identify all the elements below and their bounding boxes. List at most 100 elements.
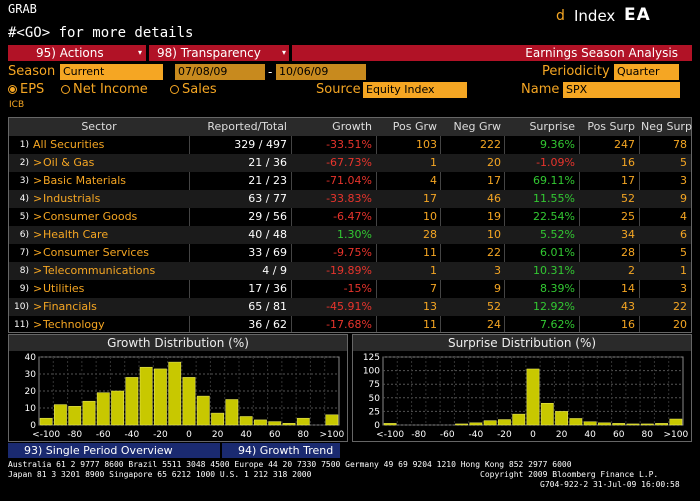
sector-table: Sector Reported/Total Growth Pos Grw Neg… (8, 117, 692, 333)
cell-pos-grw: 1 (430, 156, 437, 169)
cell-neg-surp: 1 (680, 264, 687, 277)
sector-name[interactable]: Industrials (43, 192, 101, 205)
cell-growth: -33.83% (326, 192, 372, 205)
dropdown-arrow-icon: ▾ (137, 48, 142, 57)
sector-name[interactable]: Technology (43, 318, 105, 331)
sector-name[interactable]: Health Care (43, 228, 109, 241)
table-row[interactable]: 4) > Industrials 63 / 77 -33.83% 17 46 11.55% 52… (9, 190, 691, 208)
col-header-neg-surp[interactable]: Neg Surp (641, 120, 692, 133)
col-header-sector[interactable]: Sector (81, 120, 117, 133)
sector-name[interactable]: Telecommunications (43, 264, 156, 277)
cell-growth: -15% (343, 282, 372, 295)
metric-eps-radio[interactable]: EPS (8, 82, 44, 97)
cell-neg-grw: 19 (487, 210, 501, 223)
y-tick-label: 25 (369, 407, 380, 417)
table-row[interactable]: 7) > Consumer Services 33 / 69 -9.75% 11 22 6.0… (9, 244, 691, 262)
transparency-button[interactable]: 98) Transparency ▾ (149, 45, 289, 61)
x-tick-label: -20 (153, 430, 168, 440)
table-row[interactable]: 1) All Securities 329 / 497 -33.51% 103 222 9.… (9, 136, 691, 154)
chart-bar (111, 390, 124, 426)
cell-pos-surp: 16 (621, 318, 635, 331)
sector-name[interactable]: All Securities (33, 138, 105, 151)
col-header-reported[interactable]: Reported/Total (207, 120, 287, 133)
cell-pos-surp: 17 (621, 174, 635, 187)
metric-net-income-radio[interactable]: Net Income (61, 82, 148, 97)
metric-sales-radio[interactable]: Sales (170, 82, 217, 97)
sector-name[interactable]: Oil & Gas (43, 156, 95, 169)
season-field[interactable]: Current (60, 64, 163, 80)
cell-pos-grw: 13 (423, 300, 437, 313)
sector-name[interactable]: Consumer Services (43, 246, 149, 259)
table-row[interactable]: 10) > Financials 65 / 81 -45.91% 13 52 12.92% 43… (9, 298, 691, 316)
expand-chevron-icon[interactable]: > (33, 264, 43, 277)
actions-button[interactable]: 95) Actions ▾ (8, 45, 146, 61)
cell-pos-grw: 10 (423, 210, 437, 223)
cell-pos-surp: 34 (621, 228, 635, 241)
growth-trend-tab[interactable]: 94) Growth Trend (222, 443, 340, 458)
chart-bar (526, 368, 540, 426)
x-tick-label: -60 (96, 430, 111, 440)
chart-bar (182, 377, 196, 426)
sector-name[interactable]: Basic Materials (43, 174, 127, 187)
start-date-field[interactable]: 07/08/09 (175, 64, 265, 80)
x-tick-label: -40 (125, 430, 140, 440)
expand-chevron-icon[interactable]: > (33, 246, 43, 259)
cell-reported: 329 / 497 (234, 138, 287, 151)
periodicity-label: Periodicity (542, 64, 610, 79)
expand-chevron-icon[interactable]: > (33, 228, 43, 241)
cell-neg-grw: 22 (487, 246, 501, 259)
cell-surprise: 5.52% (540, 228, 575, 241)
row-number: 11) (14, 320, 29, 330)
table-row[interactable]: 11) > Technology 36 / 62 -17.68% 11 24 7.62% 16 2… (9, 316, 691, 334)
table-row[interactable]: 3) > Basic Materials 21 / 23 -71.04% 4 17 69.11… (9, 172, 691, 190)
chart-bar (125, 377, 139, 426)
periodicity-field[interactable]: Quarter (614, 64, 679, 80)
sector-name[interactable]: Consumer Goods (43, 210, 138, 223)
table-row[interactable]: 6) > Health Care 40 / 48 1.30% 28 10 5.52% 34 6 (9, 226, 691, 244)
radio-selected-icon (8, 85, 17, 94)
expand-chevron-icon[interactable]: > (33, 318, 43, 331)
chart-bar (96, 392, 110, 426)
cell-neg-grw: 3 (494, 264, 501, 277)
row-number: 7) (19, 248, 29, 258)
expand-chevron-icon[interactable]: > (33, 300, 43, 313)
name-field[interactable]: SPX (563, 82, 680, 98)
cell-pos-grw: 28 (423, 228, 437, 241)
expand-chevron-icon[interactable]: > (33, 174, 43, 187)
sector-name[interactable]: Financials (43, 300, 97, 313)
expand-chevron-icon[interactable]: > (33, 282, 43, 295)
col-header-pos-grw[interactable]: Pos Grw (392, 120, 437, 133)
table-row[interactable]: 5) > Consumer Goods 29 / 56 -6.47% 10 19 22.54%… (9, 208, 691, 226)
cell-pos-surp: 247 (614, 138, 635, 151)
chart-bar (168, 361, 182, 426)
chart-bar (626, 423, 640, 426)
expand-chevron-icon[interactable]: > (33, 210, 43, 223)
actions-button-label: 95) Actions (36, 46, 104, 60)
col-header-neg-grw[interactable]: Neg Grw (453, 120, 501, 133)
cell-growth: -6.47% (333, 210, 372, 223)
source-field[interactable]: Equity Index (363, 82, 467, 98)
x-tick-label: 0 (186, 430, 192, 440)
cell-reported: 29 / 56 (248, 210, 287, 223)
source-label: Source (316, 82, 361, 97)
expand-chevron-icon[interactable]: > (33, 156, 43, 169)
col-header-surprise[interactable]: Surprise (529, 120, 575, 133)
col-header-growth[interactable]: Growth (332, 120, 372, 133)
table-row[interactable]: 2) > Oil & Gas 21 / 36 -67.73% 1 20 -1.09% 16 5 (9, 154, 691, 172)
d-label: d (556, 8, 565, 24)
chart-bar (154, 368, 167, 426)
sector-name[interactable]: Utilities (43, 282, 85, 295)
table-row[interactable]: 8) > Telecommunications 4 / 9 -19.89% 1 3 10.31… (9, 262, 691, 280)
col-header-pos-surp[interactable]: Pos Surp (587, 120, 635, 133)
cell-reported: 65 / 81 (248, 300, 287, 313)
single-period-overview-tab[interactable]: 93) Single Period Overview (8, 443, 220, 458)
cell-pos-grw: 17 (423, 192, 437, 205)
cell-surprise: 12.92% (533, 300, 575, 313)
end-date-field[interactable]: 10/06/09 (276, 64, 366, 80)
cell-reported: 21 / 36 (248, 156, 287, 169)
table-row[interactable]: 9) > Utilities 17 / 36 -15% 7 9 8.39% 14 3 (9, 280, 691, 298)
expand-chevron-icon[interactable]: > (33, 192, 43, 205)
chart-bar (211, 412, 224, 426)
y-tick-label: 20 (25, 387, 37, 397)
cell-reported: 17 / 36 (248, 282, 287, 295)
